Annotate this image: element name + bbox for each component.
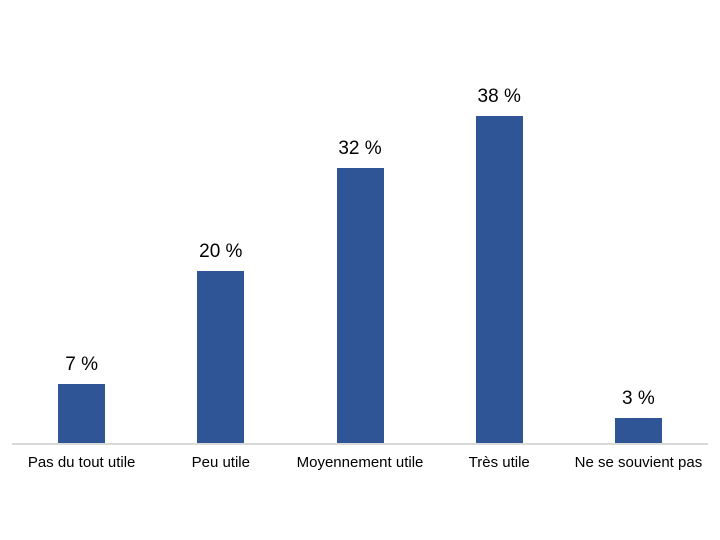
bar-column: 3 %	[569, 0, 708, 444]
category-label: Moyennement utile	[296, 454, 424, 471]
bar	[336, 168, 384, 444]
value-label: 7 %	[65, 354, 98, 375]
category-label: Peu utile	[191, 454, 250, 471]
bar-column: 7 %	[12, 0, 151, 444]
x-axis-line	[12, 443, 708, 445]
bar-column: 32 %	[290, 0, 429, 444]
bar	[614, 418, 662, 444]
category-label: Ne se souvient pas	[574, 454, 703, 471]
value-label: 3 %	[622, 388, 655, 409]
bar-column: 20 %	[151, 0, 290, 444]
plot-area: 7 % 20 % 32 % 38 % 3 %	[12, 0, 708, 444]
bar	[58, 384, 106, 444]
value-label: 20 %	[199, 241, 243, 262]
category-label: Très utile	[468, 454, 530, 471]
bar	[197, 271, 245, 444]
value-label: 32 %	[338, 138, 382, 159]
value-label: 38 %	[477, 86, 521, 107]
bar	[475, 116, 523, 444]
category-label: Pas du tout utile	[27, 454, 136, 471]
x-axis-labels: Pas du tout utile Peu utile Moyennement ut…	[12, 453, 708, 473]
bar-column: 38 %	[430, 0, 569, 444]
